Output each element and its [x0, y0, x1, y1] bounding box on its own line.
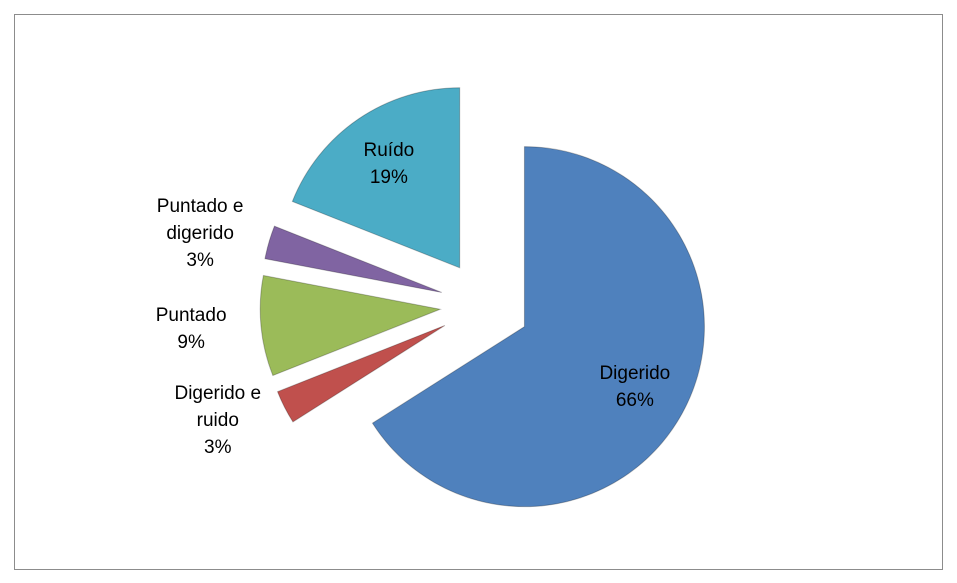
pie-slice [259, 274, 442, 377]
value-label: 3% [186, 250, 214, 272]
slice-label: Puntado e digerido 3% [140, 193, 260, 274]
chart-frame [14, 14, 943, 570]
value-label: 66% [615, 390, 654, 412]
category-label: Puntado e digerido [156, 196, 244, 245]
slice-label: Digerido e ruido 3% [158, 380, 278, 461]
slice-label: Puntado 9% [131, 302, 251, 356]
slice-label: Ruído 19% [304, 137, 474, 191]
category-label: Digerido e ruido [174, 383, 262, 432]
category-label: Ruído [363, 139, 415, 161]
pie-slice [291, 87, 461, 269]
value-label: 19% [369, 166, 408, 188]
pie-slice [371, 146, 705, 508]
pie-slice [264, 225, 442, 293]
value-label: 9% [177, 331, 205, 353]
category-label: Puntado [155, 304, 227, 326]
pie-slice [276, 324, 446, 423]
value-label: 3% [204, 437, 232, 459]
slice-label: Digerido 66% [550, 360, 720, 414]
category-label: Digerido [599, 363, 671, 385]
